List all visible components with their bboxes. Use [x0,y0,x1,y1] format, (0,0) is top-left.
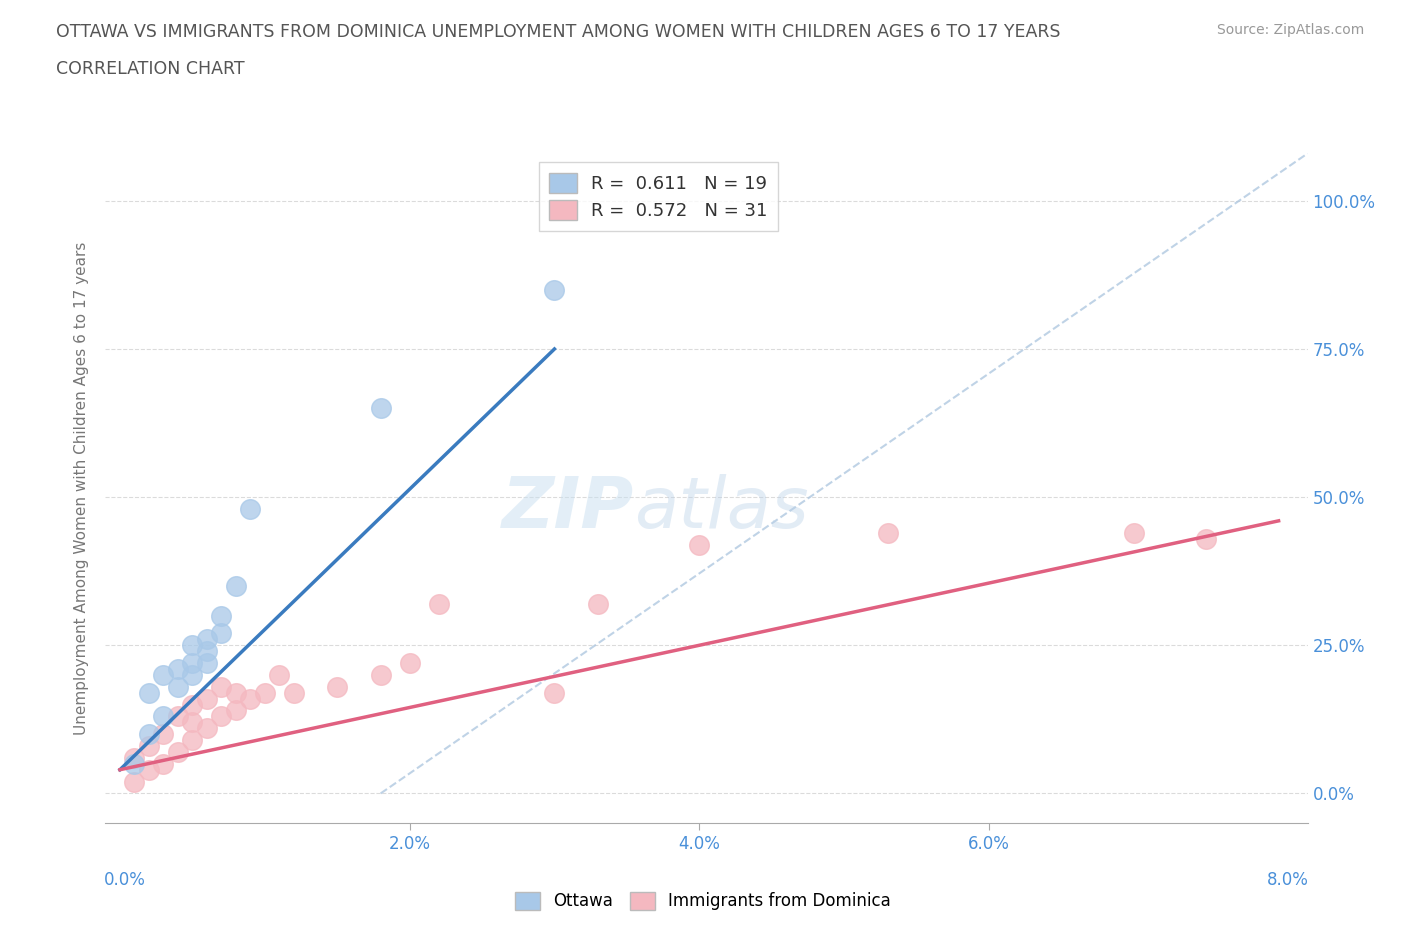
Point [167,661,190,676]
Point [370,401,392,416]
Text: 0.0%: 0.0% [104,871,146,889]
Point [167,679,190,694]
Point [181,668,204,683]
Point [239,691,262,706]
Point [152,668,174,683]
Point [195,691,218,706]
Text: atlas: atlas [634,474,808,543]
Point [269,668,291,683]
Point [1122,525,1144,540]
Point [138,763,160,777]
Y-axis label: Unemployment Among Women with Children Ages 6 to 17 years: Unemployment Among Women with Children A… [75,242,90,735]
Point [427,596,450,611]
Point [195,721,218,736]
Point [195,656,218,671]
Legend: Ottawa, Immigrants from Dominica: Ottawa, Immigrants from Dominica [509,885,897,917]
Point [225,578,247,593]
Point [225,703,247,718]
Point [152,709,174,724]
Point [876,525,898,540]
Text: OTTAWA VS IMMIGRANTS FROM DOMINICA UNEMPLOYMENT AMONG WOMEN WITH CHILDREN AGES 6: OTTAWA VS IMMIGRANTS FROM DOMINICA UNEMP… [56,23,1060,41]
Point [253,685,276,700]
Point [326,679,349,694]
Text: ZIP: ZIP [502,474,634,543]
Point [181,715,204,730]
Point [586,596,609,611]
Point [181,638,204,653]
Point [209,709,232,724]
Point [152,726,174,741]
Point [124,774,146,789]
Point [152,756,174,771]
Point [138,738,160,753]
Point [239,501,262,516]
Point [195,631,218,646]
Point [138,726,160,741]
Point [181,698,204,712]
Point [543,685,565,700]
Point [370,668,392,683]
Point [181,656,204,671]
Text: CORRELATION CHART: CORRELATION CHART [56,60,245,78]
Point [398,656,420,671]
Point [209,626,232,641]
Point [167,709,190,724]
Point [209,608,232,623]
Point [195,644,218,658]
Point [124,756,146,771]
Point [283,685,305,700]
Point [225,685,247,700]
Point [688,538,710,552]
Point [138,685,160,700]
Point [1195,531,1218,546]
Text: 8.0%: 8.0% [1267,871,1309,889]
Text: Source: ZipAtlas.com: Source: ZipAtlas.com [1216,23,1364,37]
Legend: R =  0.611   N = 19, R =  0.572   N = 31: R = 0.611 N = 19, R = 0.572 N = 31 [538,163,778,232]
Point [167,745,190,760]
Point [124,751,146,765]
Point [543,283,565,298]
Point [209,679,232,694]
Point [181,733,204,748]
